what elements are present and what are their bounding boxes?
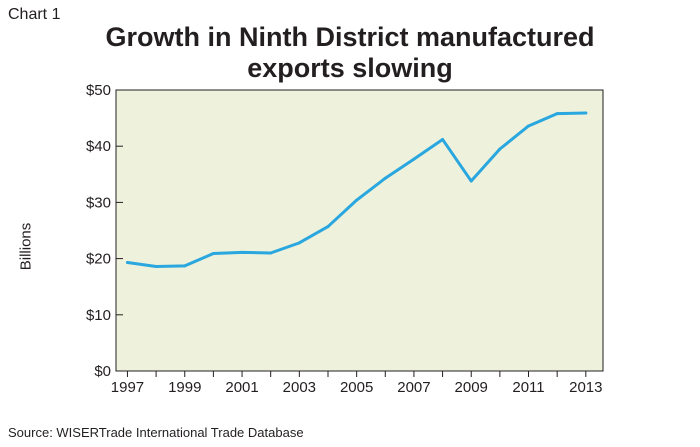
data-point [240, 250, 244, 254]
chart-title-line-2: exports slowing [247, 53, 453, 83]
y-tick-label: $20 [86, 251, 111, 268]
data-point [355, 198, 359, 202]
y-tick-label: $0 [94, 363, 111, 380]
x-tick-label: 2001 [225, 379, 258, 396]
source-note: Source: WISERTrade International Trade D… [8, 425, 304, 440]
y-tick-label: $30 [86, 194, 111, 211]
data-point [326, 225, 330, 229]
x-tick-label: 2005 [340, 379, 373, 396]
y-axis-ticks: $0 $10 $20 $30 $40 $50 [86, 82, 123, 380]
x-tick-label: 2007 [397, 379, 430, 396]
x-tick-label: 2009 [455, 379, 488, 396]
data-point [297, 241, 301, 245]
data-points [125, 111, 588, 268]
data-point [125, 261, 129, 265]
data-point [469, 179, 473, 183]
data-point [269, 251, 273, 255]
data-point [498, 147, 502, 151]
y-tick-label: $10 [86, 307, 111, 324]
x-tick-label: 1997 [111, 379, 144, 396]
x-tick-label: 2003 [283, 379, 316, 396]
data-point [183, 264, 187, 268]
data-point [211, 252, 215, 256]
x-tick-label: 2013 [569, 379, 602, 396]
data-point [555, 112, 559, 116]
chart-title: Growth in Ninth District manufactured ex… [0, 22, 700, 84]
y-tick-label: $50 [86, 82, 111, 99]
chart-label: Chart 1 [8, 6, 61, 23]
y-tick-label: $40 [86, 138, 111, 155]
data-point [584, 111, 588, 115]
plot-area [115, 89, 604, 372]
data-point [527, 124, 531, 128]
chart-title-line-1: Growth in Ninth District manufactured [105, 22, 595, 52]
x-tick-label: 1999 [168, 379, 201, 396]
data-point [412, 157, 416, 161]
x-axis-ticks: 1997 1999 2001 2003 2005 2007 2009 2011 2013 [111, 371, 602, 396]
data-point [383, 176, 387, 180]
x-tick-label: 2011 [512, 379, 544, 396]
data-point [441, 137, 445, 141]
data-point [154, 264, 158, 268]
